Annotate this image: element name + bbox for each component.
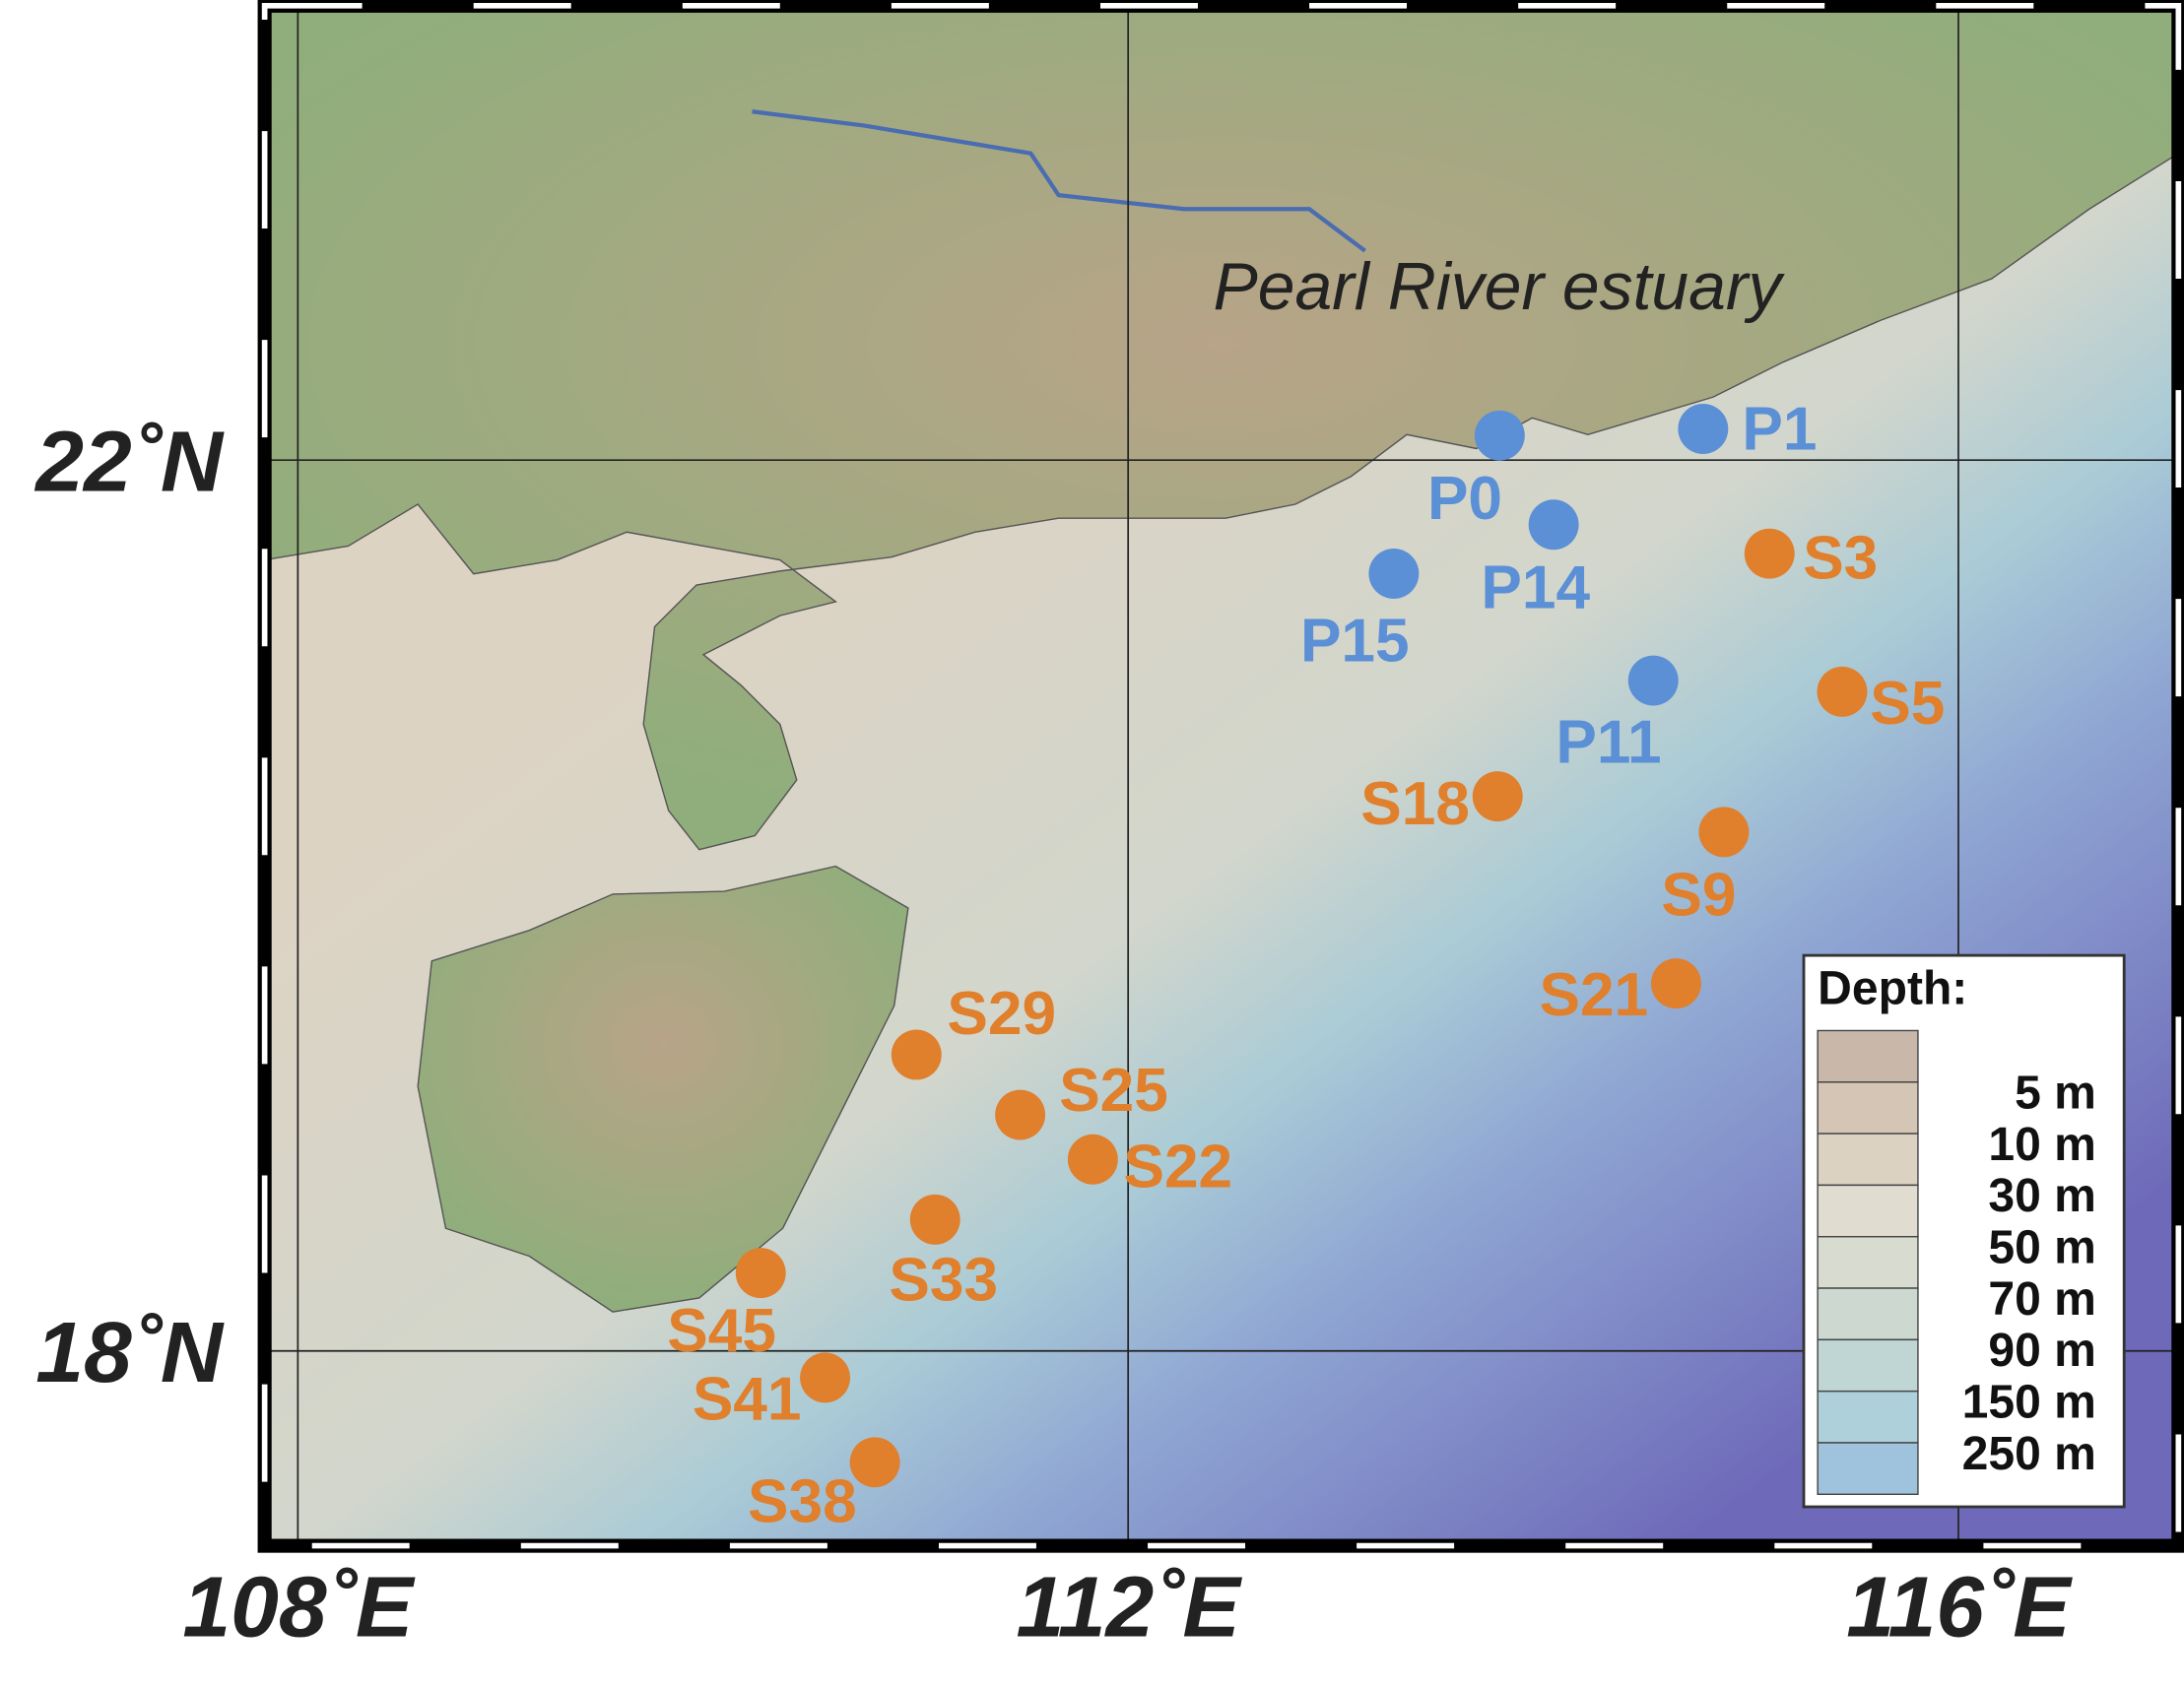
station-label: P11 xyxy=(1555,708,1661,776)
station-label: S45 xyxy=(667,1297,776,1365)
lat-tick-label: 18˚N xyxy=(35,1304,225,1400)
station-label: P14 xyxy=(1481,554,1590,622)
legend-label: 150 m xyxy=(1962,1376,2096,1429)
lon-tick-label: 108˚E xyxy=(182,1559,415,1656)
legend-label: 10 m xyxy=(1988,1118,2096,1171)
legend-label: 5 m xyxy=(2015,1067,2096,1120)
station-label: P15 xyxy=(1300,608,1410,676)
station-label: S29 xyxy=(947,980,1056,1048)
hainan-island xyxy=(417,865,909,1313)
lon-tick-label: 116˚E xyxy=(1846,1559,2073,1656)
station-label: S9 xyxy=(1661,862,1736,930)
station xyxy=(1368,549,1420,599)
station xyxy=(1744,528,1795,579)
legend-label: 90 m xyxy=(1988,1324,2096,1377)
station xyxy=(1817,666,1868,717)
station xyxy=(849,1437,900,1488)
station xyxy=(995,1089,1046,1140)
legend-swatch xyxy=(1817,1442,1919,1495)
station xyxy=(1678,404,1729,454)
station-label: S41 xyxy=(693,1365,802,1433)
river xyxy=(752,109,1366,253)
legend-swatch xyxy=(1817,1133,1919,1187)
legend-swatch xyxy=(1817,1029,1919,1083)
legend-label: 70 m xyxy=(1988,1272,2096,1326)
station xyxy=(1472,771,1523,822)
frame-dashes xyxy=(261,3,2182,1549)
station-label: S21 xyxy=(1539,961,1648,1029)
lat-tick-label: 22˚N xyxy=(33,413,225,509)
lon-tick-label: 112˚E xyxy=(1016,1559,1242,1656)
legend-swatch xyxy=(1817,1287,1919,1341)
station-label: S5 xyxy=(1870,670,1945,738)
station xyxy=(1474,410,1525,461)
mainland xyxy=(263,5,2180,851)
legend-label: 250 m xyxy=(1962,1427,2096,1480)
station xyxy=(1528,499,1579,551)
legend-swatch xyxy=(1817,1184,1919,1238)
station-label: S22 xyxy=(1123,1134,1232,1201)
station-label: P1 xyxy=(1742,396,1817,464)
station-label: P0 xyxy=(1427,465,1502,533)
station xyxy=(909,1194,960,1245)
legend-swatch xyxy=(1817,1236,1919,1289)
legend-title: Depth: xyxy=(1818,962,1967,1015)
station-label: S38 xyxy=(748,1468,857,1536)
station-label: S25 xyxy=(1059,1057,1168,1125)
station xyxy=(800,1352,850,1403)
station xyxy=(1698,807,1750,858)
station xyxy=(1650,958,1701,1009)
station xyxy=(1067,1134,1118,1185)
station xyxy=(735,1248,786,1299)
annotation: Pearl River estuary xyxy=(1213,250,1785,324)
legend-label: 50 m xyxy=(1988,1221,2096,1274)
legend-swatch xyxy=(1817,1338,1919,1393)
legend-swatch xyxy=(1817,1081,1919,1135)
station xyxy=(1627,655,1679,706)
station-label: S3 xyxy=(1803,525,1878,593)
station xyxy=(891,1029,942,1080)
station-label: S33 xyxy=(889,1246,998,1314)
station-label: S18 xyxy=(1360,770,1470,838)
legend-label: 30 m xyxy=(1988,1169,2096,1222)
legend-swatch xyxy=(1817,1390,1919,1444)
